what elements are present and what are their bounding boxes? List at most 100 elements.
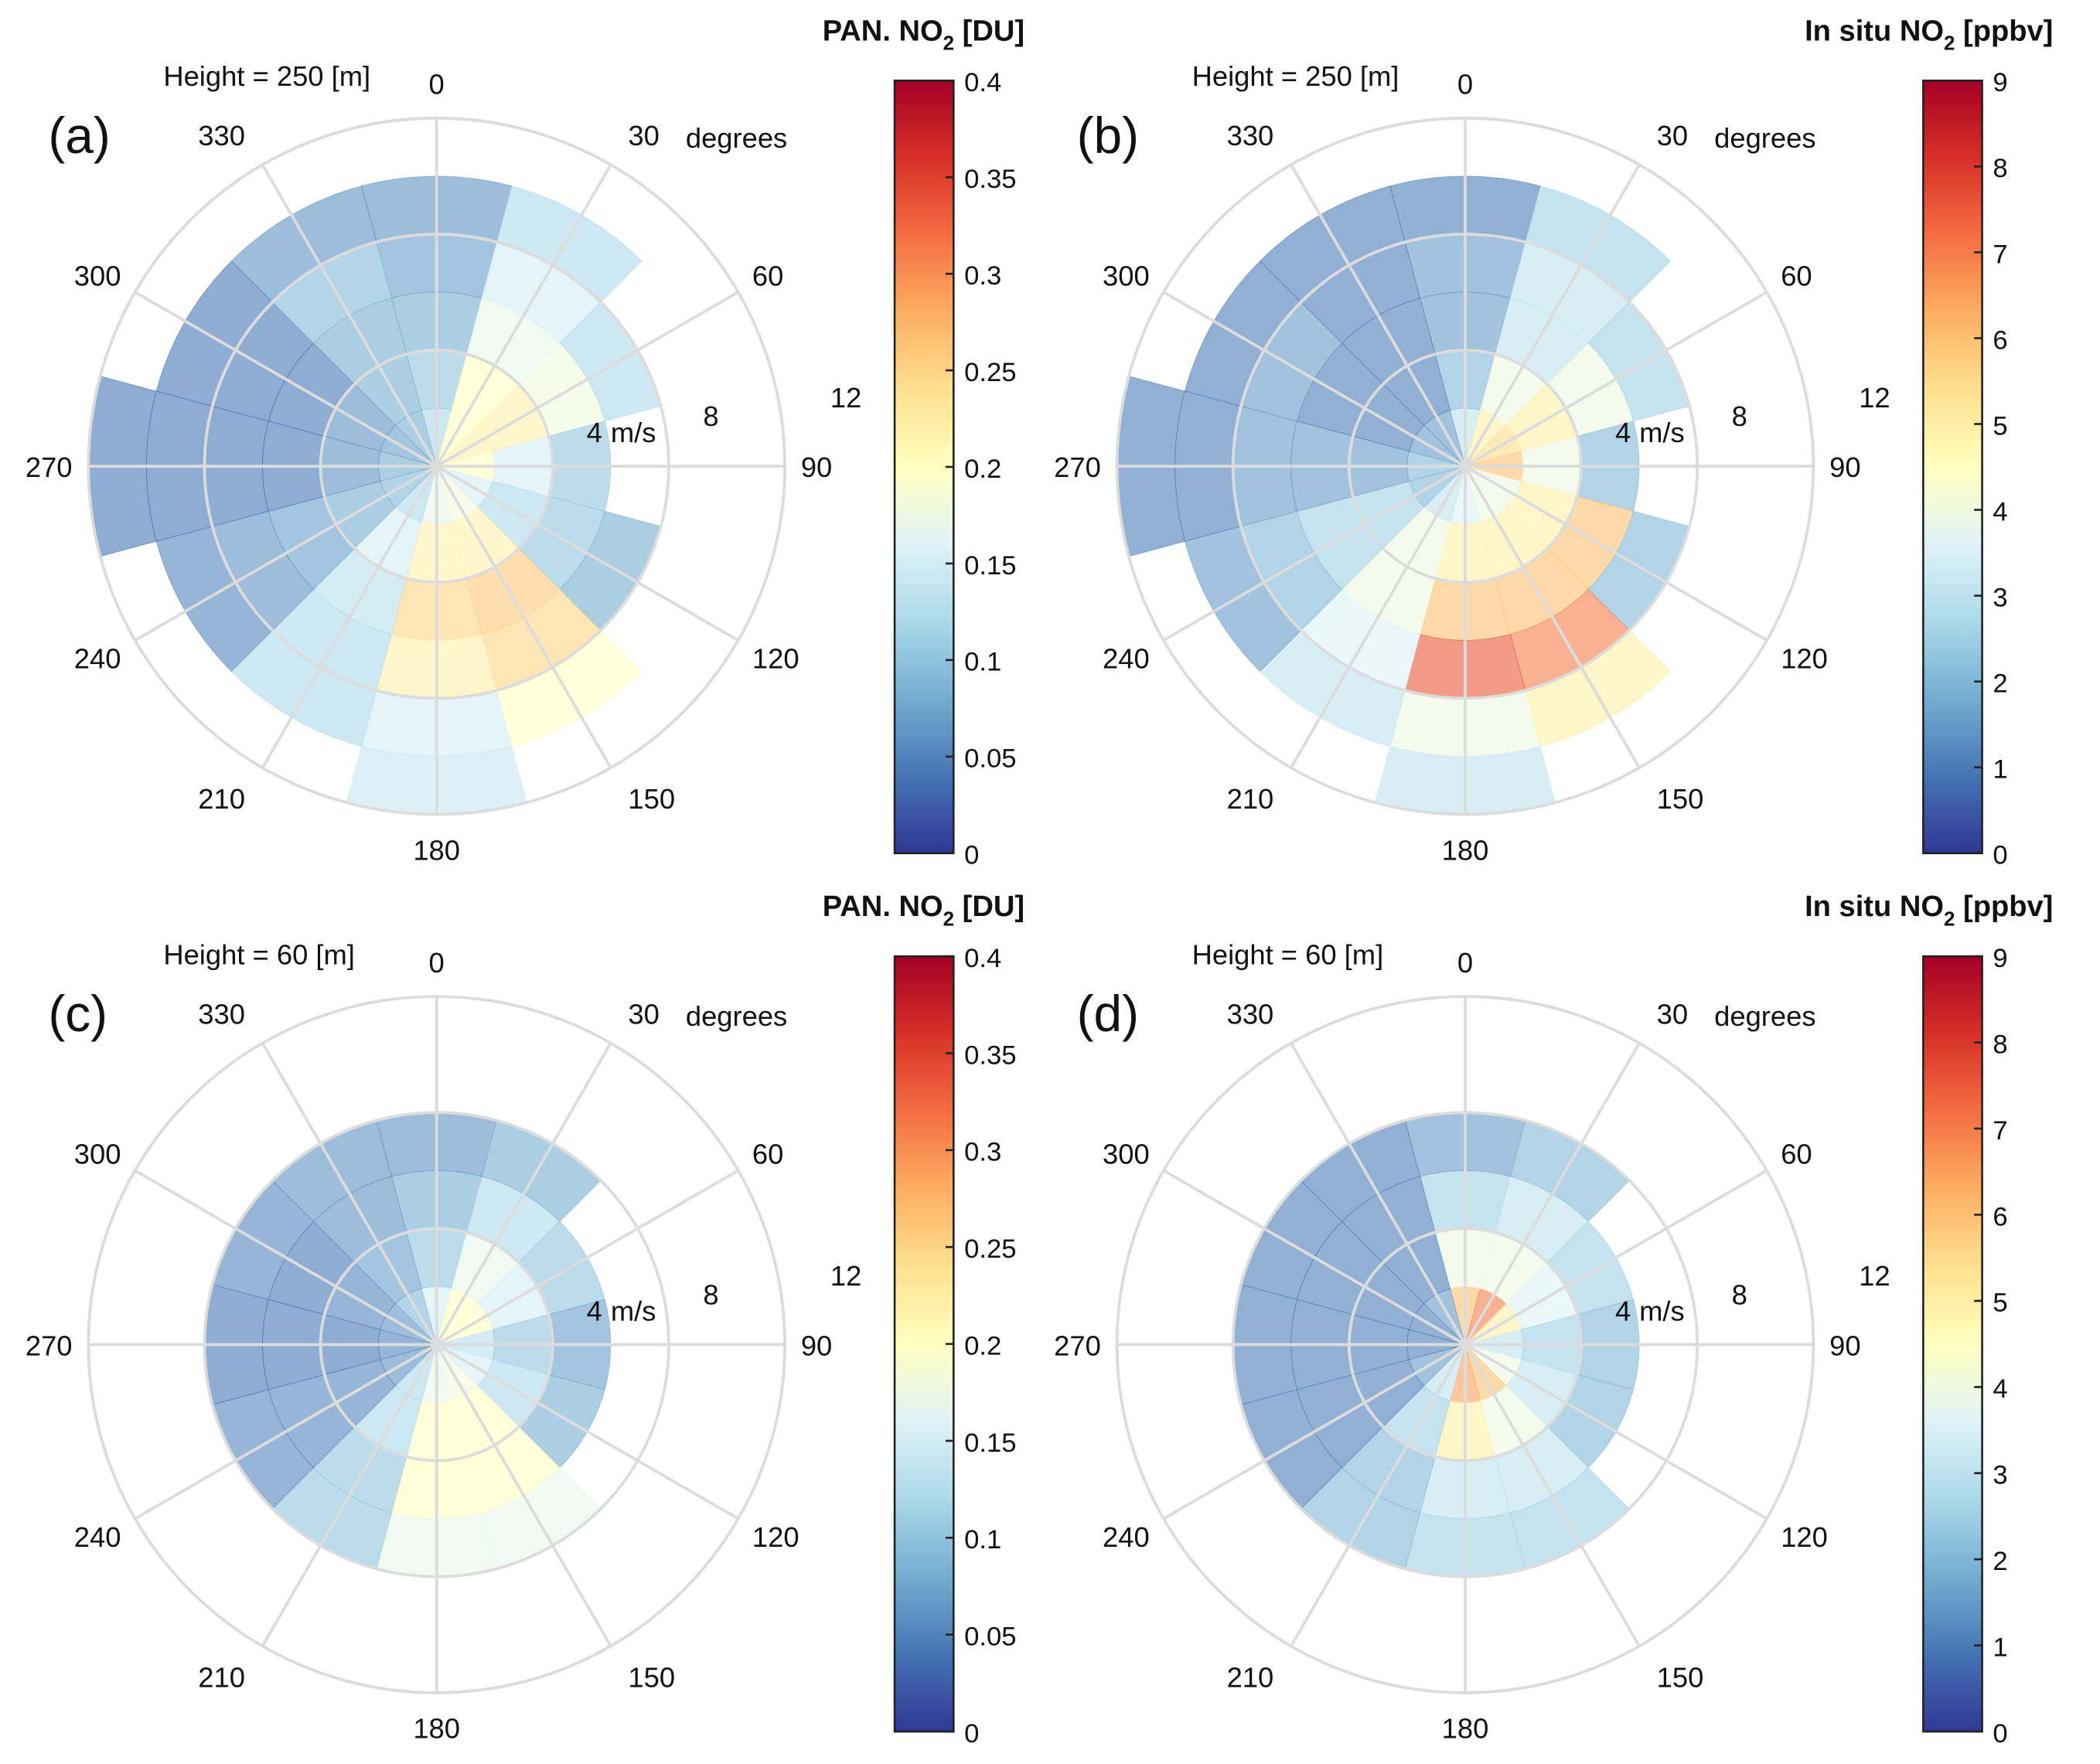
angle-label: 60 [752, 260, 783, 291]
angle-label: 30 [628, 998, 659, 1030]
colorbar [1922, 955, 1983, 1733]
angle-label: 240 [74, 643, 121, 675]
colorbar-tick-label: 0 [1993, 841, 2007, 870]
angle-label: 180 [1442, 1713, 1489, 1745]
speed-label: 4 [1615, 1295, 1631, 1326]
speed-label: 12 [830, 382, 861, 414]
colorbar-tick-label: 0.3 [964, 261, 1001, 291]
speed-unit-label: m/s [1639, 1295, 1685, 1326]
angle-label: 180 [413, 834, 460, 866]
colorbar-tick-label: 9 [1993, 944, 2007, 973]
angle-label: 210 [1227, 1661, 1274, 1693]
panel-label: (b) [1077, 107, 1139, 164]
direction-spoke [1162, 1343, 1466, 1521]
direction-spoke [435, 465, 612, 769]
colorbar-tick-label: 0.25 [964, 358, 1016, 387]
angle-label: 270 [26, 451, 73, 483]
direction-spoke [1464, 164, 1641, 468]
colorbar-title-prefix: PAN. NO [823, 891, 943, 923]
speed-label: 4 [587, 1295, 602, 1326]
colorbar-tick-label: 3 [1993, 1461, 2007, 1490]
angle-label: 240 [1103, 643, 1150, 675]
direction-spoke [1290, 1343, 1467, 1647]
angle-label: 240 [74, 1521, 121, 1553]
colorbar-tick-label: 7 [1993, 240, 2007, 269]
direction-spoke [1162, 291, 1466, 468]
colorbar-tick-label: 0 [964, 841, 979, 870]
speed-label: 4 [1615, 417, 1631, 448]
colorbar-tick-label: 0.1 [964, 1525, 1001, 1555]
colorbar [893, 955, 955, 1733]
colorbar-title-prefix: In situ NO [1805, 15, 1944, 47]
colorbar-tick-label: 8 [1993, 154, 2007, 183]
angle-label: 330 [198, 998, 245, 1030]
direction-spoke [261, 465, 438, 769]
colorbar-tick-label: 1 [1993, 755, 2007, 785]
panel-label: (a) [48, 107, 110, 164]
speed-label: 8 [1732, 400, 1747, 432]
angle-label: 270 [1054, 1330, 1101, 1361]
angle-label: 30 [1657, 998, 1688, 1030]
angle-label: 330 [1227, 998, 1274, 1030]
angle-label: 0 [1457, 947, 1473, 979]
colorbar-tick-label: 4 [1993, 1374, 2007, 1404]
colorbar-tick-label: 0.1 [964, 648, 1001, 677]
panel-label: (c) [48, 985, 107, 1042]
direction-spoke [1162, 465, 1466, 642]
colorbar-title: In situ NO2 [ppbv] [1805, 15, 2053, 54]
colorbar-tick-label: 0.05 [964, 744, 1016, 774]
direction-spoke [261, 1343, 438, 1647]
colorbar-tick-label: 7 [1993, 1116, 2007, 1146]
angle-label: 180 [413, 1713, 460, 1745]
colorbar-tick-label: 6 [1993, 1202, 2007, 1231]
colorbar-tick-label: 0.15 [964, 1429, 1016, 1458]
angle-label: 60 [752, 1139, 783, 1170]
angle-label: 120 [752, 1521, 799, 1553]
height-label: Height = 250 [m] [1192, 60, 1399, 92]
angle-label: 180 [1442, 834, 1489, 866]
direction-spoke [1464, 1343, 1768, 1521]
angle-unit-label: degrees [686, 122, 787, 154]
angle-label: 240 [1103, 1521, 1150, 1553]
angle-label: 300 [1103, 1139, 1150, 1170]
colorbar-title: PAN. NO2 [DU] [823, 891, 1024, 930]
angle-label: 210 [198, 1661, 245, 1693]
colorbar-tick-label: 8 [1993, 1030, 2007, 1059]
angle-label: 60 [1781, 1139, 1812, 1170]
speed-label: 8 [1732, 1279, 1747, 1310]
angle-label: 150 [628, 1661, 675, 1693]
colorbar [893, 80, 955, 855]
direction-spoke [134, 1169, 438, 1347]
speed-unit-label: m/s [611, 1295, 656, 1326]
height-label: Height = 60 [m] [163, 939, 355, 971]
direction-spoke [435, 291, 739, 468]
direction-spoke [1464, 465, 1641, 769]
direction-spoke [435, 164, 612, 468]
angle-label: 120 [1781, 643, 1828, 675]
angle-unit-label: degrees [1714, 1000, 1815, 1032]
colorbar-title-prefix: PAN. NO [823, 15, 943, 47]
height-label: Height = 250 [m] [163, 60, 370, 92]
colorbar-tick-label: 2 [1993, 669, 2007, 699]
angle-label: 210 [198, 783, 245, 815]
direction-spoke [1464, 1169, 1768, 1347]
angle-label: 300 [1103, 260, 1150, 291]
colorbar-title-subscript: 2 [943, 907, 954, 930]
direction-spoke [261, 164, 438, 468]
direction-spoke [435, 465, 739, 642]
angle-label: 120 [752, 643, 799, 675]
colorbar-tick-label: 0 [1993, 1719, 2007, 1749]
colorbar-title-subscript: 2 [943, 31, 954, 54]
direction-spoke [435, 1343, 739, 1521]
angle-label: 60 [1781, 260, 1812, 291]
angle-label: 120 [1781, 1521, 1828, 1553]
speed-label: 8 [703, 1279, 718, 1310]
colorbar-title-suffix: [DU] [954, 891, 1024, 923]
direction-spoke [134, 465, 438, 642]
angle-unit-label: degrees [686, 1000, 787, 1032]
colorbar-tick-label: 0.05 [964, 1623, 1016, 1652]
direction-spoke [1464, 465, 1768, 642]
